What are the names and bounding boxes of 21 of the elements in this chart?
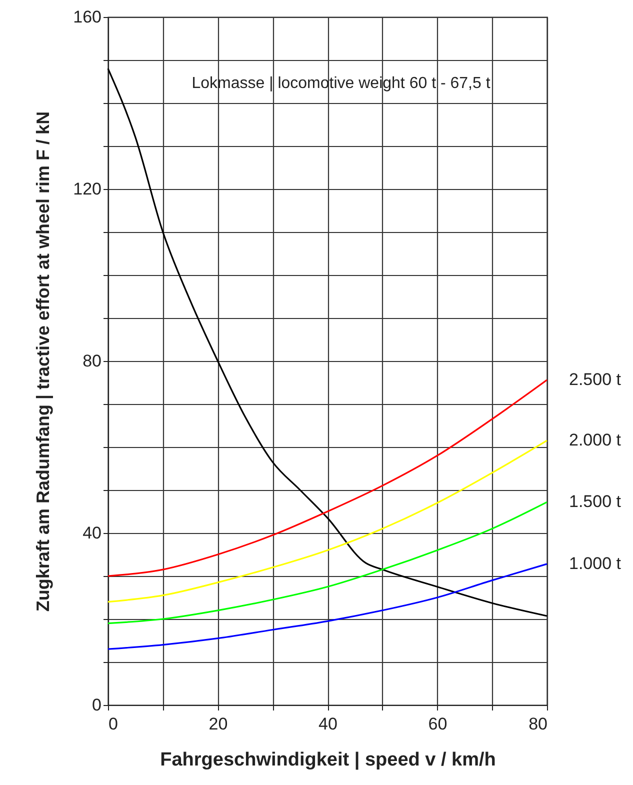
line-series — [107, 501, 548, 624]
x-tick-label: 40 — [318, 714, 338, 734]
y-tick-label: 160 — [73, 8, 102, 26]
line-series — [107, 379, 548, 577]
series-label: 1.000 t — [569, 554, 622, 573]
x-tick-label: 60 — [428, 714, 448, 734]
y-axis-title: Zugkraft am Radumfang | tractive effort at wheel rim F / kN — [33, 111, 54, 612]
y-tick-label: 40 — [82, 524, 102, 542]
y-tick-label: 0 — [92, 696, 102, 714]
x-axis-title: Fahrgeschwindigkeit | speed v / km/h — [160, 750, 496, 770]
line-series — [107, 563, 548, 650]
y-tick-label: 120 — [73, 180, 102, 198]
y-tick-label: 80 — [82, 352, 102, 370]
series-label: 2.000 t — [569, 430, 622, 450]
series-label: 1.500 t — [569, 492, 622, 512]
x-tick-label: 20 — [208, 714, 228, 734]
x-tick-label: 80 — [528, 714, 548, 734]
line-series — [107, 68, 548, 617]
line-series — [107, 440, 548, 603]
x-tick-label: 0 — [108, 714, 118, 734]
series-label: 2.500 t — [569, 370, 622, 389]
